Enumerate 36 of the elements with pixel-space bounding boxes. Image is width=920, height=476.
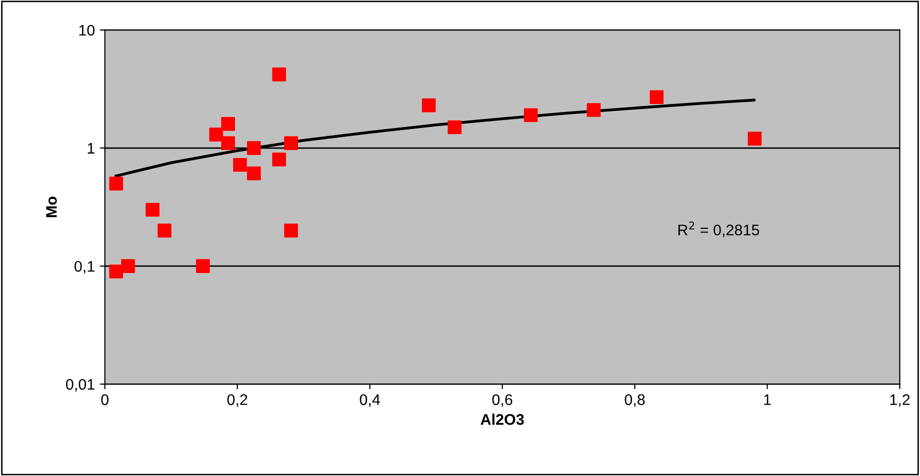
y-tick-label: 0,1 (74, 260, 94, 274)
point (109, 176, 124, 190)
point (284, 224, 298, 238)
annotation: R$^{2}$ = 0,2815 (678, 221, 760, 238)
point (422, 98, 436, 112)
x-axis-title: Al2O3 (480, 414, 524, 425)
x-tick-label: 0,8 (624, 394, 645, 407)
x-tick-label: 0 (101, 394, 109, 406)
point (448, 120, 462, 134)
point (121, 259, 135, 273)
x-tick-label: 1,2 (890, 394, 910, 407)
point (233, 158, 247, 172)
y-tick-label: 0,01 (66, 379, 94, 392)
point (247, 141, 261, 155)
point (247, 166, 261, 180)
x-tick-label: 1 (764, 394, 771, 405)
point (109, 264, 124, 278)
x-tick-label: 0,2 (227, 394, 248, 407)
y-tick-label: 1 (88, 143, 94, 154)
point (272, 152, 286, 166)
point (196, 259, 210, 273)
point (221, 117, 235, 131)
point (284, 136, 298, 150)
point (221, 136, 235, 150)
point (748, 132, 762, 146)
point (209, 128, 224, 142)
point (146, 202, 160, 217)
y-axis-title: Mo (46, 196, 57, 218)
y-tick-label: 10 (79, 24, 95, 36)
point (272, 68, 286, 82)
point (158, 224, 172, 238)
x-tick-label: 0,6 (492, 394, 512, 407)
point (650, 90, 664, 104)
point (586, 103, 601, 117)
x-tick-label: 0,4 (360, 394, 380, 407)
point (524, 108, 538, 122)
